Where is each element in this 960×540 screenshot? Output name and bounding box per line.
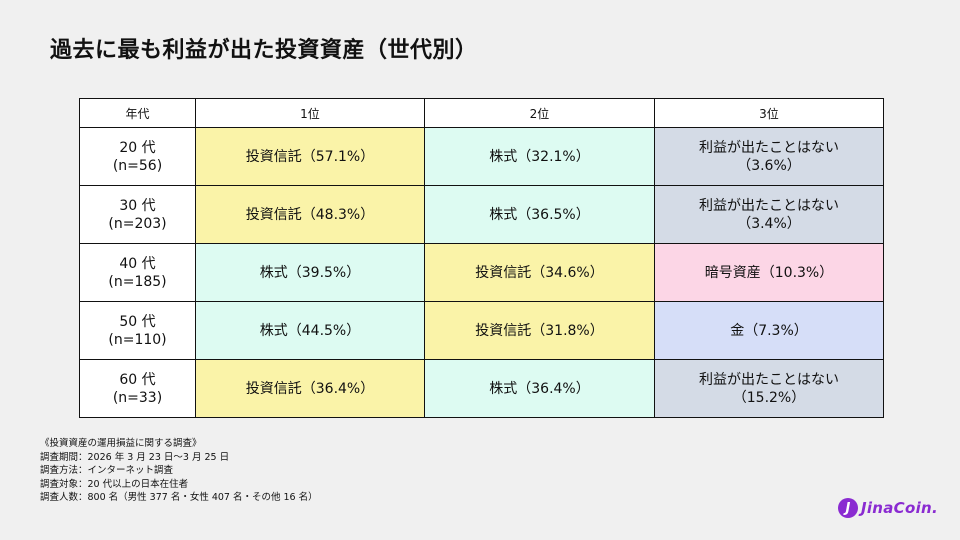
notes-method: 調査方法：インターネット調査 [40,465,174,477]
asset-label: 金（7.3%） [730,322,808,339]
asset-label: （3.6%） [737,157,801,174]
survey-notes: 《投資資産の運用損益に関する調査》 調査期間：2026 年 3 月 23 日〜3… [40,437,318,505]
rank-3-cell: 利益が出たことはない （3.6%） [654,127,884,186]
header-era: 年代 [79,98,196,128]
rank-2-cell: 投資信託（34.6%） [424,243,655,302]
rank-3-cell: 金（7.3%） [654,301,884,360]
rank-1-cell: 投資信託（36.4%） [195,359,425,418]
era-label: (n=33) [112,389,163,406]
era-label: (n=110) [108,331,167,348]
table-row: 20 代 (n=56) 投資信託（57.1%） 株式（32.1%） 利益が出たことはない… [79,127,884,186]
asset-label: 投資信託（57.1%） [245,148,375,165]
rank-1-cell: 投資信託（48.3%） [195,185,425,244]
page-title: 過去に最も利益が出た投資資産（世代別） [50,38,478,63]
rank-1-cell: 株式（39.5%） [195,243,425,302]
rank-2-cell: 株式（36.4%） [424,359,655,418]
asset-label: 株式（39.5%） [259,264,361,281]
header-rank-2: 2位 [424,98,655,128]
rank-3-cell: 利益が出たことはない （3.4%） [654,185,884,244]
table-body: 20 代 (n=56) 投資信託（57.1%） 株式（32.1%） 利益が出たことはない… [79,127,884,418]
era-label: 50 代 [119,313,156,330]
era-label: (n=56) [112,157,163,174]
asset-label: 利益が出たことはない [699,139,839,156]
era-label: 30 代 [119,197,156,214]
header-rank-1: 1位 [195,98,425,128]
table-row: 60 代 (n=33) 投資信託（36.4%） 株式（36.4%） 利益が出たことはない… [79,359,884,418]
era-label: 40 代 [119,255,156,272]
asset-label: 利益が出たことはない [699,371,839,388]
notes-target: 調査対象：20 代以上の日本在住者 [40,478,189,490]
era-label: 60 代 [119,371,156,388]
rank-2-cell: 株式（32.1%） [424,127,655,186]
asset-label: 投資信託（31.8%） [475,322,604,339]
logo-text: JinaCoin. [860,499,938,517]
rank-1-cell: 投資信託（57.1%） [195,127,425,186]
brand-logo: J JinaCoin. [837,498,938,518]
notes-period: 調査期間：2026 年 3 月 23 日〜3 月 25 日 [40,451,230,463]
era-label: (n=185) [108,273,167,290]
asset-label: 株式（32.1%） [489,148,590,165]
table-row: 40 代 (n=185) 株式（39.5%） 投資信託（34.6%） 暗号資産（10.3… [79,243,884,302]
asset-label: 株式（36.5%） [489,206,590,223]
rank-3-cell: 利益が出たことはない （15.2%） [654,359,884,418]
asset-label: 利益が出たことはない [699,197,839,214]
era-label: (n=203) [108,215,167,232]
asset-label: 投資信託（34.6%） [475,264,604,281]
asset-label: 株式（36.4%） [489,380,590,397]
asset-label: （15.2%） [732,389,806,406]
asset-label: 暗号資産（10.3%） [704,264,834,281]
era-cell: 60 代 (n=33) [79,359,196,418]
rank-2-cell: 株式（36.5%） [424,185,655,244]
table-row: 50 代 (n=110) 株式（44.5%） 投資信託（31.8%） 金（7.3%） [79,301,884,360]
rank-2-cell: 投資信託（31.8%） [424,301,655,360]
header-rank-3: 3位 [654,98,884,128]
rank-1-cell: 株式（44.5%） [195,301,425,360]
era-cell: 50 代 (n=110) [79,301,196,360]
era-cell: 40 代 (n=185) [79,243,196,302]
notes-count: 調査人数：800 名（男性 377 名・女性 407 名・その他 16 名） [40,492,318,504]
asset-label: 株式（44.5%） [259,322,361,339]
era-label: 20 代 [119,139,156,156]
era-cell: 30 代 (n=203) [79,185,196,244]
table-header-row: 年代 1位 2位 3位 [79,98,884,128]
ranking-table: 年代 1位 2位 3位 20 代 (n=56) 投資信託（57.1%） 株式（32.1… [79,98,884,418]
notes-heading: 《投資資産の運用損益に関する調査》 [40,438,202,449]
table-row: 30 代 (n=203) 投資信託（48.3%） 株式（36.5%） 利益が出たことはな… [79,185,884,244]
asset-label: 投資信託（36.4%） [245,380,375,397]
asset-label: （3.4%） [737,215,801,232]
rank-3-cell: 暗号資産（10.3%） [654,243,884,302]
era-cell: 20 代 (n=56) [79,127,196,186]
logo-mark-icon: J [837,498,858,518]
asset-label: 投資信託（48.3%） [245,206,375,223]
